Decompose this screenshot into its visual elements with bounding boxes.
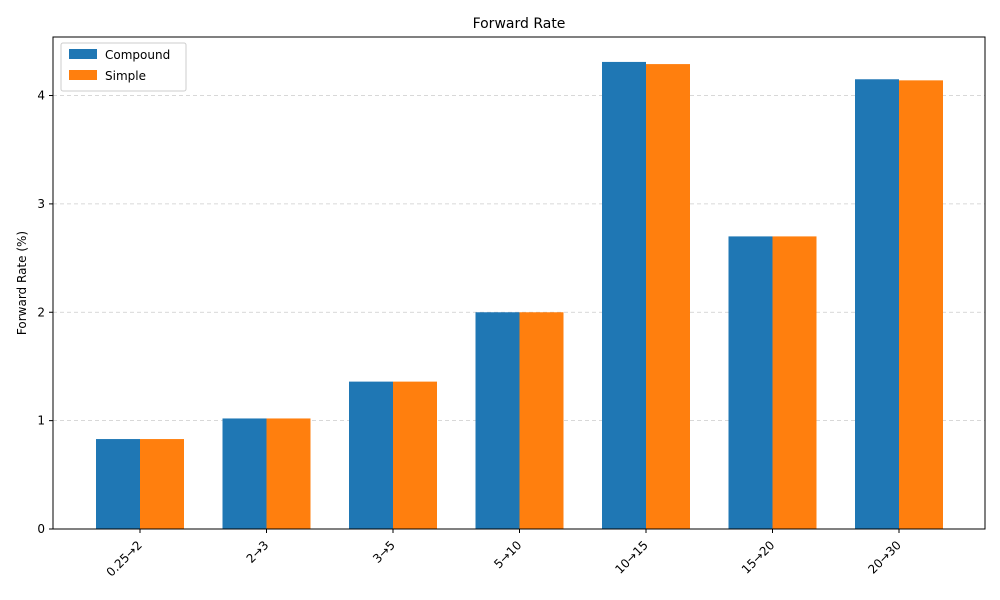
y-tick-label: 1: [37, 414, 45, 428]
legend-label-compound: Compound: [105, 48, 170, 62]
bar-simple: [772, 236, 817, 529]
bar-compound: [855, 79, 899, 530]
y-tick-label: 4: [37, 89, 45, 103]
bar-simple: [140, 439, 184, 529]
bar-simple: [646, 64, 690, 529]
bar-simple: [266, 418, 311, 529]
legend-swatch-compound: [69, 49, 97, 59]
y-tick-label: 3: [37, 197, 45, 211]
bar-compound: [96, 439, 140, 529]
y-tick-label: 0: [37, 522, 45, 536]
x-tick-label: 10→15: [612, 538, 651, 577]
x-axis: 0.25→2 2→3 3→5 5→10 10→15 15→20 20→30: [104, 529, 904, 579]
bar-simple: [519, 312, 564, 529]
bar-compound: [349, 381, 393, 529]
x-tick-label: 20→30: [865, 538, 904, 577]
bar-compound: [728, 236, 773, 529]
x-tick-label: 2→3: [244, 538, 272, 566]
bar-compound: [475, 312, 520, 529]
bar-compound: [222, 418, 267, 529]
x-tick-label: 5→10: [491, 538, 524, 571]
legend-label-simple: Simple: [105, 69, 146, 83]
y-tick-label: 2: [37, 305, 45, 319]
x-tick-label: 15→20: [739, 538, 778, 577]
bar-simple: [393, 381, 437, 529]
bars: [96, 61, 943, 530]
x-tick-label: 3→5: [370, 538, 398, 566]
chart-title: Forward Rate: [473, 16, 566, 32]
legend-swatch-simple: [69, 70, 97, 80]
bar-compound: [602, 61, 646, 529]
y-axis: 0 1 2 3 4: [37, 89, 53, 536]
y-axis-title: Forward Rate (%): [15, 231, 29, 335]
x-tick-label: 0.25→2: [104, 538, 145, 579]
bar-simple: [899, 80, 943, 529]
legend: Compound Simple: [60, 42, 187, 92]
